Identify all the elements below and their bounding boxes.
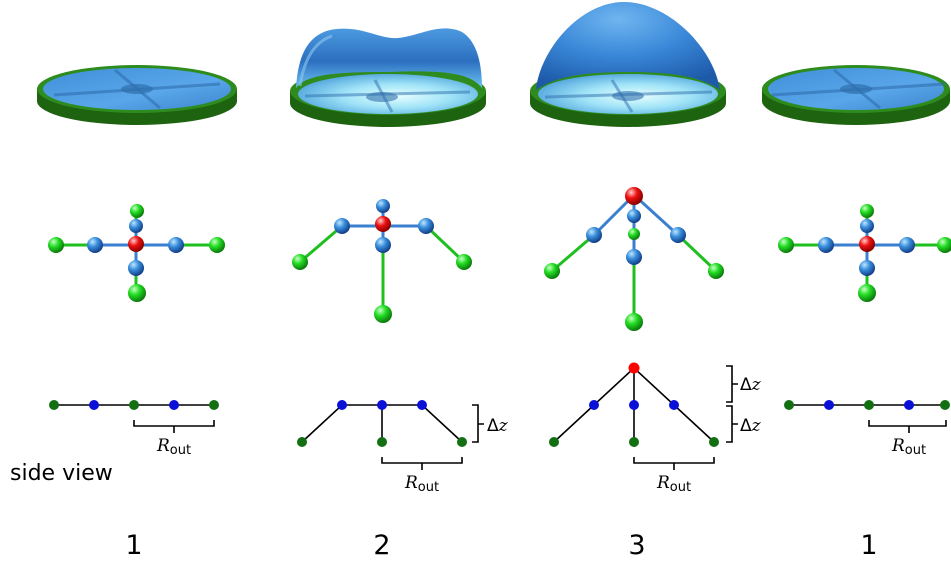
atom-red [859, 236, 875, 252]
atom-red [625, 187, 643, 205]
atom-blue [670, 227, 686, 243]
atom-blue [87, 237, 103, 253]
atom-green [937, 237, 951, 253]
atom-blue [418, 218, 434, 234]
atom-green [625, 313, 643, 331]
r-out-label: Rout [891, 436, 926, 458]
side-view-2: Δz Rout [297, 400, 509, 495]
membrane-flat-1 [37, 65, 237, 125]
atom-blue [376, 199, 390, 213]
delta-z-label: Δz [740, 416, 762, 436]
delta-z-bracket [472, 404, 484, 443]
side-view-3: Δz Δz Rout [549, 362, 762, 495]
atom-green [130, 204, 144, 218]
delta-z-bracket [726, 405, 738, 443]
molecule-model-2 [292, 199, 472, 323]
atom-green [374, 305, 392, 323]
r-out-label: Rout [656, 473, 691, 495]
atom-blue [375, 237, 391, 253]
atom-blue [586, 227, 602, 243]
side-view-1: Rout [49, 400, 219, 458]
atom-green [128, 284, 146, 302]
molecule-model-1-repeat [778, 204, 951, 302]
atom-blue [168, 237, 184, 253]
atom-blue [899, 237, 915, 253]
atom-green [628, 228, 640, 240]
r-out-bracket [633, 457, 715, 470]
r-out-label: Rout [404, 473, 439, 495]
membrane-dome-3 [530, 2, 726, 127]
atom-green [778, 237, 794, 253]
atom-green [708, 263, 724, 279]
delta-z-label: Δz [740, 375, 762, 395]
atom-green [456, 254, 472, 270]
membrane-dome-2 [290, 28, 486, 127]
delta-z-label: Δz [487, 416, 509, 436]
atom-green [48, 237, 64, 253]
delta-z-bracket [726, 365, 738, 403]
atom-red [128, 236, 144, 252]
atom-blue [128, 260, 144, 276]
atom-blue [626, 249, 642, 265]
atom-blue [859, 260, 875, 276]
stage-number: 2 [373, 530, 390, 561]
molecule-model-3 [544, 187, 724, 331]
atom-red [375, 216, 391, 232]
membrane-flat-1-repeat [762, 65, 950, 125]
atom-green [858, 284, 876, 302]
r-out-bracket [381, 457, 463, 470]
atom-blue [627, 209, 641, 223]
atom-blue [334, 218, 350, 234]
stage-number: 1 [125, 530, 142, 561]
atom-green [544, 263, 560, 279]
stage-number: 3 [628, 530, 645, 561]
atom-blue [818, 237, 834, 253]
atom-blue [860, 219, 874, 233]
atom-blue [129, 219, 143, 233]
atom-green [209, 237, 225, 253]
atom-green [292, 254, 308, 270]
atom-green [860, 204, 874, 218]
stage-number: 1 [860, 530, 877, 561]
side-view-label: side view [10, 461, 113, 486]
molecule-model-1 [48, 204, 225, 302]
r-out-bracket [868, 420, 947, 433]
r-out-label: Rout [156, 436, 191, 458]
r-out-bracket [133, 420, 215, 433]
side-view-1-repeat: Rout [784, 400, 950, 458]
